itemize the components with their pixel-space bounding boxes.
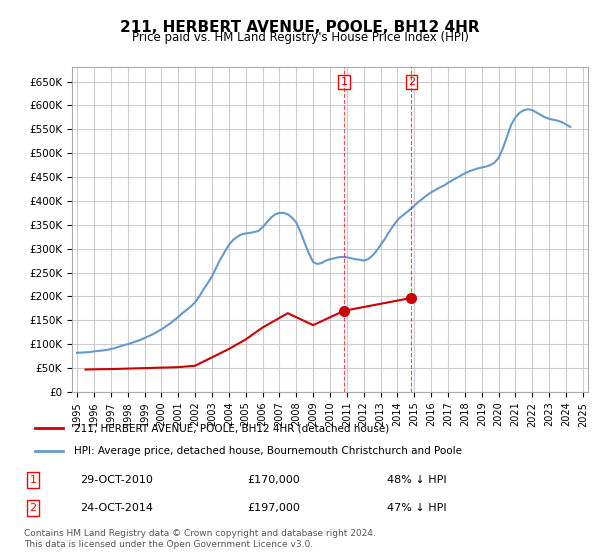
Text: 24-OCT-2014: 24-OCT-2014 xyxy=(80,503,153,513)
Text: HPI: Average price, detached house, Bournemouth Christchurch and Poole: HPI: Average price, detached house, Bour… xyxy=(74,446,462,456)
Text: 211, HERBERT AVENUE, POOLE, BH12 4HR (detached house): 211, HERBERT AVENUE, POOLE, BH12 4HR (de… xyxy=(74,423,389,433)
Text: 29-OCT-2010: 29-OCT-2010 xyxy=(80,475,152,485)
Text: 2: 2 xyxy=(29,503,37,513)
Text: 1: 1 xyxy=(340,77,347,87)
Text: 211, HERBERT AVENUE, POOLE, BH12 4HR: 211, HERBERT AVENUE, POOLE, BH12 4HR xyxy=(120,20,480,35)
Text: £197,000: £197,000 xyxy=(247,503,300,513)
Text: £170,000: £170,000 xyxy=(247,475,300,485)
Text: 47% ↓ HPI: 47% ↓ HPI xyxy=(387,503,446,513)
Text: 48% ↓ HPI: 48% ↓ HPI xyxy=(387,475,446,485)
Text: 1: 1 xyxy=(29,475,37,485)
Text: 2: 2 xyxy=(408,77,415,87)
Text: Price paid vs. HM Land Registry's House Price Index (HPI): Price paid vs. HM Land Registry's House … xyxy=(131,31,469,44)
Text: Contains HM Land Registry data © Crown copyright and database right 2024.
This d: Contains HM Land Registry data © Crown c… xyxy=(24,529,376,549)
